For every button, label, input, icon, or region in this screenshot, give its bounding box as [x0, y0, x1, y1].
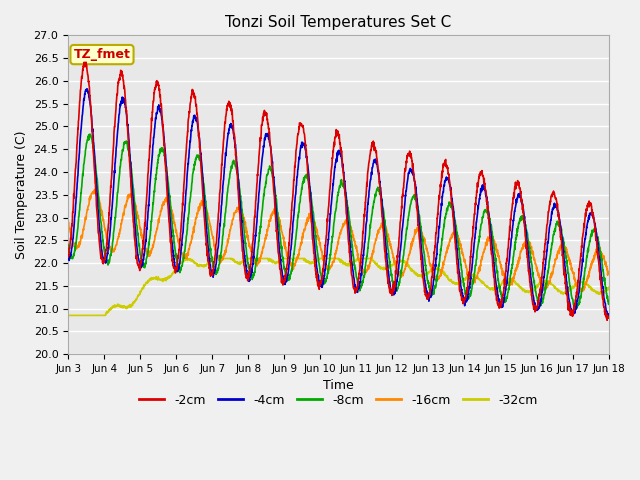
Legend: -2cm, -4cm, -8cm, -16cm, -32cm: -2cm, -4cm, -8cm, -16cm, -32cm [134, 389, 543, 412]
Y-axis label: Soil Temperature (C): Soil Temperature (C) [15, 131, 28, 259]
Title: Tonzi Soil Temperatures Set C: Tonzi Soil Temperatures Set C [225, 15, 451, 30]
X-axis label: Time: Time [323, 379, 354, 393]
Text: TZ_fmet: TZ_fmet [74, 48, 131, 61]
